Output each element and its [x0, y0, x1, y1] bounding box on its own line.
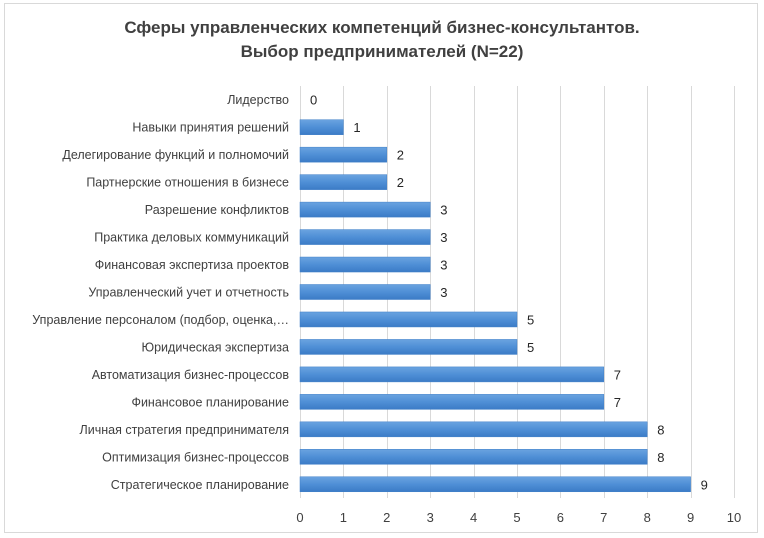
category-label: Навыки принятия решений [132, 121, 289, 135]
data-label: 5 [527, 312, 534, 327]
bar [299, 119, 344, 135]
x-tick-label: 4 [470, 510, 477, 525]
bar [299, 146, 388, 163]
chart-title-line-2: Выбор предпринимателей (N=22) [240, 42, 524, 61]
x-tick-label: 1 [340, 510, 347, 525]
data-label: 0 [310, 93, 317, 108]
category-label: Партнерские отношения в бизнесе [86, 176, 289, 190]
category-label: Управленческий учет и отчетность [88, 286, 289, 300]
bar [299, 174, 388, 190]
bars [299, 119, 691, 493]
x-tick-label: 8 [644, 510, 651, 525]
bar [299, 311, 518, 328]
data-labels: 0 1 2 2 3 3 3 3 5 5 7 7 8 8 9 [310, 93, 708, 493]
bar [299, 366, 605, 383]
category-label: Стратегическое планирование [111, 478, 289, 492]
data-label: 8 [657, 450, 664, 465]
bar [299, 449, 648, 465]
bar [299, 201, 431, 218]
x-tick-label: 7 [600, 510, 607, 525]
x-tick-label: 2 [383, 510, 390, 525]
data-label: 5 [527, 340, 534, 355]
category-label: Автоматизация бизнес-процессов [92, 368, 290, 382]
category-labels: Лидерство Навыки принятия решений Делегиро… [32, 93, 289, 492]
x-tick-label: 3 [427, 510, 434, 525]
bar [299, 284, 431, 300]
data-label: 3 [440, 258, 447, 273]
category-label: Финансовое планирование [131, 395, 289, 409]
category-label: Финансовая экспертиза проектов [95, 258, 290, 272]
data-label: 1 [353, 120, 360, 135]
data-label: 8 [657, 422, 664, 437]
x-tick-label: 10 [727, 510, 741, 525]
x-axis-tick-labels: 0 1 2 3 4 5 6 7 8 9 10 [296, 510, 741, 525]
data-label: 7 [614, 395, 621, 410]
category-label: Юридическая экспертиза [141, 340, 289, 354]
bar [299, 256, 431, 273]
data-label: 3 [440, 285, 447, 300]
category-label: Оптимизация бизнес-процессов [102, 450, 289, 464]
data-label: 7 [614, 367, 621, 382]
data-label: 2 [397, 175, 404, 190]
category-label: Делегирование функций и полномочий [62, 148, 289, 162]
chart-title: Сферы управленческих компетенций бизнес-… [0, 16, 764, 64]
bar [299, 421, 648, 438]
bar [299, 394, 605, 410]
chart-title-line-1: Сферы управленческих компетенций бизнес-… [124, 18, 640, 37]
x-tick-label: 0 [296, 510, 303, 525]
bar [299, 476, 691, 493]
bar [299, 339, 518, 355]
data-label: 9 [701, 477, 708, 492]
category-label: Лидерство [227, 93, 289, 107]
bar [299, 229, 431, 245]
category-label: Личная стратегия предпринимателя [80, 423, 289, 437]
category-label: Управление персоналом (подбор, оценка,… [32, 313, 289, 327]
data-label: 2 [397, 148, 404, 163]
data-label: 3 [440, 230, 447, 245]
x-tick-label: 6 [557, 510, 564, 525]
x-tick-label: 5 [513, 510, 520, 525]
category-label: Разрешение конфликтов [145, 203, 290, 217]
data-label: 3 [440, 203, 447, 218]
category-label: Практика деловых коммуникаций [94, 231, 289, 245]
x-tick-label: 9 [687, 510, 694, 525]
